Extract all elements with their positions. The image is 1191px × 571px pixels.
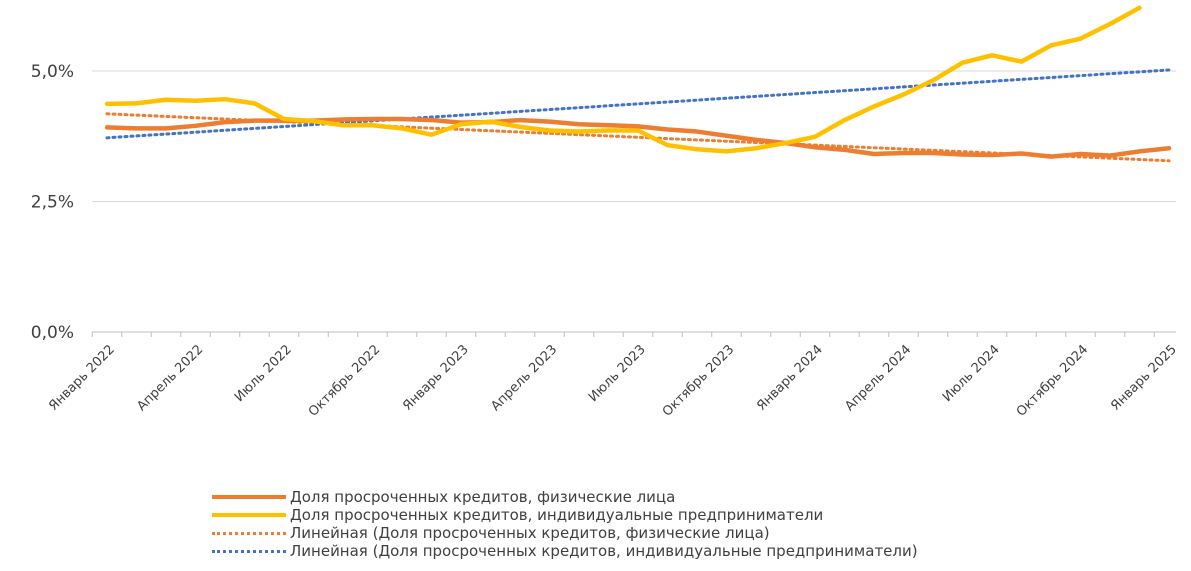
- legend-label-trend-individuals: Линейная (Доля просроченных кредитов, фи…: [290, 524, 770, 542]
- x-axis-ticks: Январь 2022 Апрель 2022 Июль 2022 Октябрь 2…: [46, 342, 1180, 420]
- x-tick-label: Июль 2024: [940, 342, 1003, 405]
- legend: Доля просроченных кредитов, физические л…: [212, 488, 918, 560]
- x-tick-label: Октябрь 2023: [660, 342, 738, 420]
- legend-swatch-trend-entrepreneurs: [212, 549, 286, 553]
- x-tick-label: Апрель 2024: [842, 342, 914, 414]
- legend-label-individuals: Доля просроченных кредитов, физические л…: [290, 488, 676, 506]
- trendline-entrepreneurs: [105, 68, 1171, 140]
- x-tick-label: Июль 2022: [232, 342, 295, 405]
- legend-item-trend-individuals: Линейная (Доля просроченных кредитов, фи…: [212, 524, 918, 542]
- gridlines: [92, 70, 1176, 202]
- x-tick-label: Октябрь 2022: [306, 342, 384, 420]
- x-tick-label: Октябрь 2024: [1014, 342, 1092, 420]
- legend-item-individuals: Доля просроченных кредитов, физические л…: [212, 488, 918, 506]
- legend-swatch-individuals: [212, 495, 286, 499]
- y-tick-label: 5,0%: [31, 62, 74, 82]
- series-lines: [104, 5, 1172, 163]
- x-tick-label: Апрель 2023: [488, 342, 560, 414]
- y-tick-label: 0,0%: [31, 323, 74, 343]
- x-tick-label: Январь 2023: [400, 342, 472, 414]
- legend-swatch-trend-individuals: [212, 531, 286, 535]
- y-axis-ticks: 0,0% 2,5% 5,0%: [31, 62, 74, 343]
- y-tick-label: 2,5%: [31, 193, 74, 213]
- legend-label-entrepreneurs: Доля просроченных кредитов, индивидуальн…: [290, 506, 824, 524]
- series-line-individuals: [104, 116, 1172, 159]
- legend-label-trend-entrepreneurs: Линейная (Доля просроченных кредитов, ин…: [290, 542, 918, 560]
- series-line-entrepreneurs: [104, 5, 1142, 154]
- x-tick-label: Январь 2025: [1108, 342, 1180, 414]
- legend-swatch-entrepreneurs: [212, 513, 286, 517]
- x-axis: [91, 331, 1176, 337]
- x-tick-label: Июль 2023: [586, 342, 649, 405]
- x-tick-label: Январь 2022: [46, 342, 118, 414]
- legend-item-trend-entrepreneurs: Линейная (Доля просроченных кредитов, ин…: [212, 542, 918, 560]
- legend-item-entrepreneurs: Доля просроченных кредитов, индивидуальн…: [212, 506, 918, 524]
- x-tick-label: Апрель 2022: [134, 342, 206, 414]
- x-tick-label: Январь 2024: [754, 342, 826, 414]
